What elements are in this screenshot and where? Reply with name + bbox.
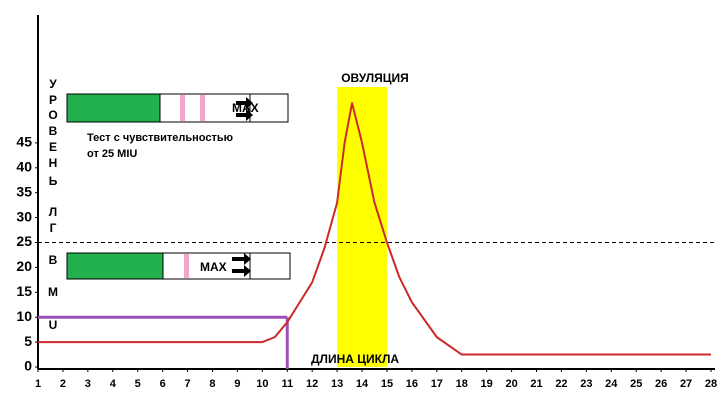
x-tick-label: 2 [60, 378, 66, 390]
y-axis-label: У [49, 77, 57, 91]
x-tick-label: 15 [381, 378, 393, 390]
y-tick-label: 20 [16, 258, 32, 274]
x-tick-label: 9 [234, 378, 240, 390]
test-note: Тест с чувствительностью [87, 132, 233, 144]
x-tick-label: 26 [655, 378, 667, 390]
x-tick-label: 27 [680, 378, 692, 390]
y-tick-label: 30 [16, 208, 32, 224]
x-tick-label: 28 [705, 378, 717, 390]
x-tick-label: 3 [85, 378, 91, 390]
x-tick-label: 25 [630, 378, 642, 390]
x-tick-label: 12 [306, 378, 318, 390]
x-tick-label: 14 [356, 378, 369, 390]
x-tick-label: 11 [281, 378, 293, 390]
y-axis-label: Н [49, 156, 58, 170]
test-strip-top [66, 93, 289, 123]
max-label: MAX [200, 260, 227, 274]
x-tick-label: 1 [35, 378, 41, 390]
x-tick-label: 23 [580, 378, 592, 390]
y-tick-label: 45 [16, 134, 32, 150]
y-axis-label: Л [49, 205, 57, 219]
y-axis-label: Е [49, 140, 57, 154]
x-tick-label: 4 [110, 378, 117, 390]
y-axis-label: Ь [49, 174, 58, 188]
test-note: от 25 MIU [87, 148, 137, 160]
y-axis-label: M [48, 285, 58, 299]
lh-curve [38, 102, 711, 356]
ovulation-band [337, 87, 387, 367]
x-tick-label: 20 [505, 378, 517, 390]
y-axis-label: В [49, 253, 58, 267]
x-tick-label: 16 [406, 378, 418, 390]
y-tick-label: 5 [24, 333, 32, 349]
y-tick-label: 10 [16, 308, 32, 324]
y-axis-label: Г [50, 221, 57, 235]
x-tick-label: 13 [331, 378, 343, 390]
max-label: MAX [232, 101, 259, 115]
y-tick-label: 15 [16, 283, 32, 299]
x-tick-label: 8 [209, 378, 215, 390]
x-tick-label: 21 [530, 378, 542, 390]
x-tick-label: 19 [481, 378, 493, 390]
x-tick-label: 24 [605, 378, 618, 390]
x-tick-label: 18 [456, 378, 468, 390]
x-tick-label: 22 [555, 378, 567, 390]
y-tick-label: 35 [16, 183, 32, 199]
ovulation-label: ОВУЛЯЦИЯ [341, 71, 409, 85]
y-axis-label: В [49, 124, 58, 138]
y-axis-label: U [49, 318, 58, 332]
y-tick-label: 25 [16, 233, 32, 249]
y-tick-label: 0 [24, 358, 32, 374]
x-axis-label: ДЛИНА ЦИКЛА [311, 352, 399, 366]
y-axis-label: О [48, 108, 57, 122]
x-tick-label: 7 [184, 378, 190, 390]
y-axis-label: Р [49, 93, 57, 107]
x-tick-label: 17 [431, 378, 443, 390]
x-tick-label: 10 [256, 378, 268, 390]
y-tick-label: 40 [16, 159, 32, 175]
test-strip-bottom [66, 252, 291, 280]
x-tick-label: 5 [135, 378, 141, 390]
x-tick-label: 6 [160, 378, 166, 390]
